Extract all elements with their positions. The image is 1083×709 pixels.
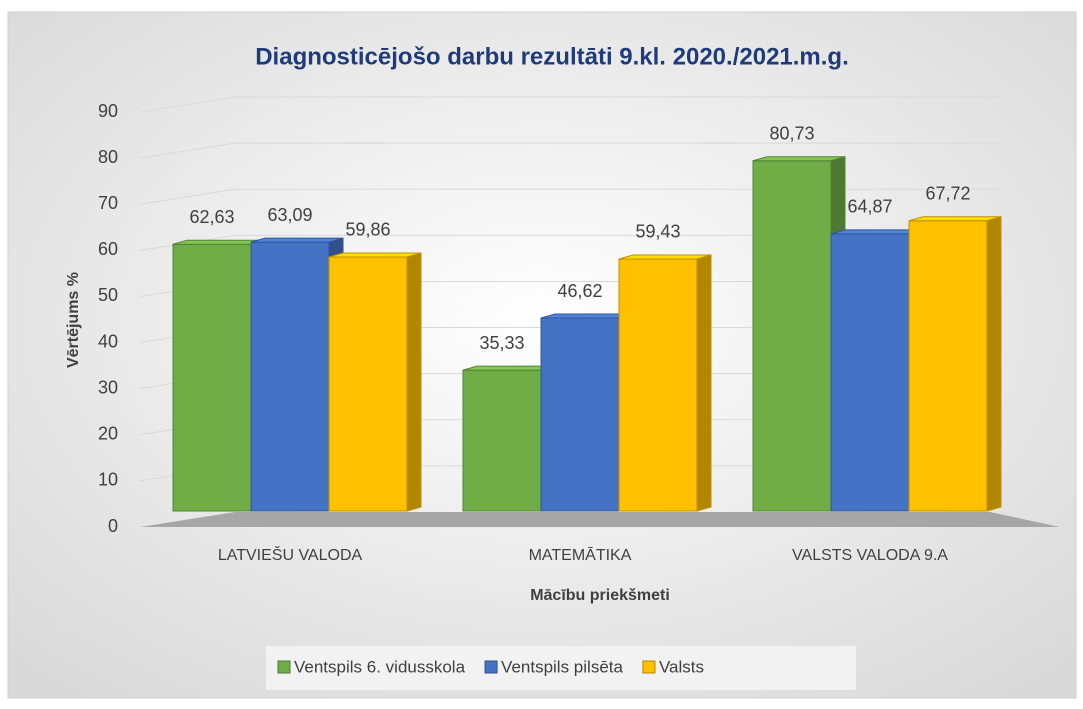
grid-line: [139, 188, 1000, 205]
y-tick-label: 60: [98, 239, 118, 259]
bar-top: [328, 252, 422, 258]
x-tick-label: MATEMĀTIKA: [529, 546, 632, 564]
grid-line: [139, 142, 1000, 159]
bar-front: [752, 160, 832, 512]
bar: [908, 216, 1002, 512]
data-label: 80,73: [769, 123, 814, 143]
legend-swatch: [484, 660, 498, 674]
bar-front: [830, 233, 910, 512]
bar-top: [752, 156, 846, 162]
bar: [328, 252, 422, 512]
y-tick-label: 0: [108, 516, 118, 536]
bar-top: [250, 237, 344, 243]
bar-top: [618, 254, 712, 260]
x-tick-label: VALSTS VALODA 9.A: [792, 547, 948, 564]
y-tick-label: 10: [98, 470, 118, 490]
bar-front: [250, 241, 330, 512]
x-axis-label: Mācību priekšmeti: [530, 587, 670, 604]
legend-swatch: [277, 660, 291, 674]
bar-side: [986, 216, 1002, 512]
bar-side: [406, 252, 422, 512]
bar-top: [908, 216, 1002, 222]
data-label: 62,63: [189, 207, 234, 227]
legend-swatch: [642, 660, 656, 674]
data-label: 59,43: [635, 222, 680, 242]
chart-title: Diagnosticējošo darbu rezultāti 9.kl. 20…: [255, 43, 849, 70]
bar-front: [908, 220, 988, 512]
data-label: 59,86: [345, 220, 390, 240]
y-tick-label: 90: [98, 101, 118, 121]
data-label: 64,87: [847, 197, 892, 217]
grid-line: [139, 234, 1000, 251]
legend-label: Valsts: [659, 657, 704, 676]
x-tick-label: LATVIEŠU VALODA: [218, 545, 363, 564]
legend-label: Ventspils 6. vidusskola: [294, 657, 466, 676]
y-tick-label: 20: [98, 424, 118, 444]
data-label: 35,33: [479, 333, 524, 353]
bar-front: [172, 243, 252, 512]
grid-line: [139, 96, 1000, 113]
y-tick-label: 70: [98, 193, 118, 213]
y-tick-label: 30: [98, 377, 118, 397]
y-tick-label: 40: [98, 331, 118, 351]
data-label: 63,09: [267, 205, 312, 225]
data-label: 46,62: [557, 281, 602, 301]
legend-label: Ventspils pilsēta: [501, 657, 623, 676]
floor: [140, 512, 1060, 527]
data-label: 67,72: [925, 183, 970, 203]
y-axis-label: Vērtējums %: [65, 272, 82, 368]
y-tick-label: 80: [98, 147, 118, 167]
bar-front: [328, 256, 408, 512]
bar-side: [696, 254, 712, 512]
bar-front: [462, 369, 542, 512]
y-tick-label: 50: [98, 285, 118, 305]
legend: [266, 646, 856, 690]
bar-front: [618, 258, 698, 512]
bar-front: [540, 317, 620, 512]
bar: [618, 254, 712, 512]
